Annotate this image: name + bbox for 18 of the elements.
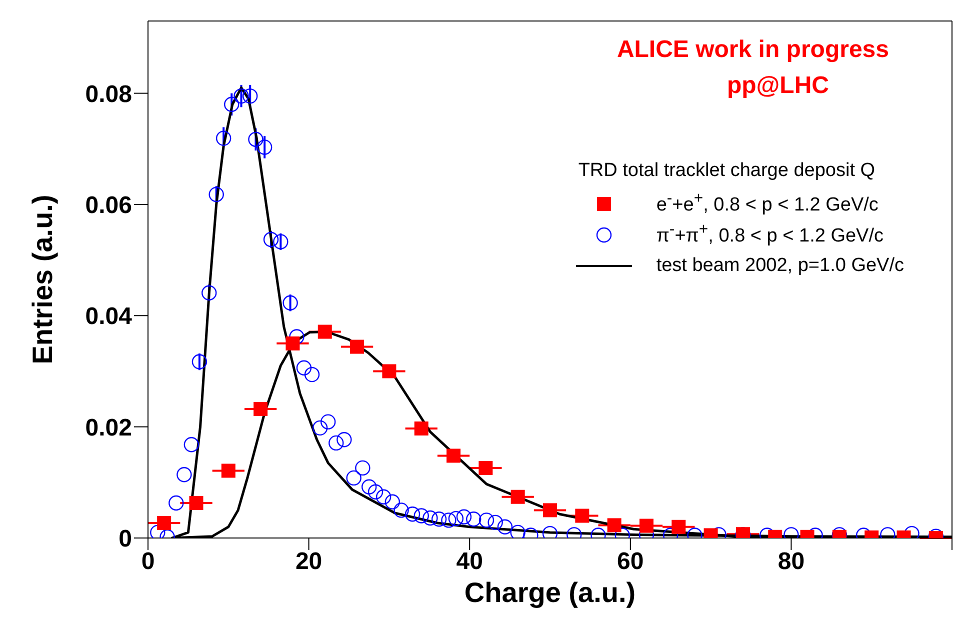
note-text: ALICE work in progress: [616, 36, 889, 64]
x-tick-label: 0: [141, 548, 155, 576]
x-axis-title: Charge (a.u.): [464, 577, 636, 608]
legend-label: π$^{-}$+π$^{+}$, 0.8 < p < 1.2 GeV/c: [656, 221, 884, 248]
x-tick-label: 80: [778, 548, 805, 576]
x-tick-label: 20: [295, 548, 322, 576]
y-tick-label: 0.06: [85, 192, 132, 219]
y-tick-label: 0.08: [85, 80, 132, 108]
y-tick-label: 0.04: [85, 303, 133, 330]
legend-label: e$^{-}$+e$^{+}$, 0.8 < p < 1.2 GeV/c: [656, 190, 878, 217]
x-tick-label: 60: [617, 548, 644, 576]
note-text: pp@LHC: [726, 72, 829, 100]
y-tick-label: 0.02: [85, 414, 132, 442]
legend-title: TRD total tracklet charge deposit Q: [577, 160, 876, 182]
legend-label: test beam 2002, p=1.0 GeV/c: [656, 254, 904, 276]
y-axis-title: Entries (a.u.): [26, 194, 58, 364]
x-tick-label: 40: [456, 548, 483, 576]
y-tick-label: 0: [118, 526, 132, 553]
